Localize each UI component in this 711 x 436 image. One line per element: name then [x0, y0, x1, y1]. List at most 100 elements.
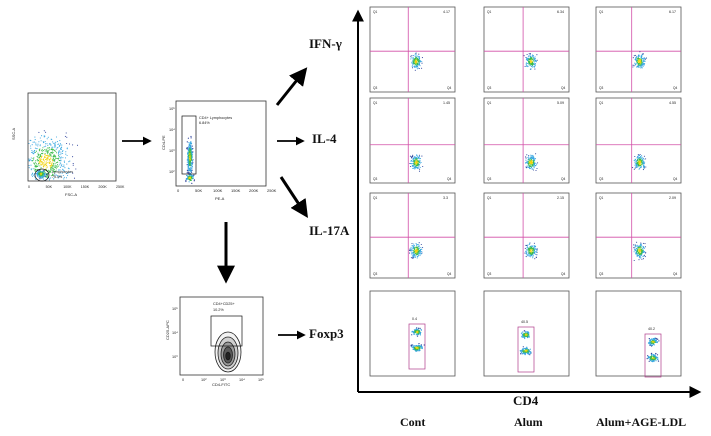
event-dot	[47, 154, 50, 156]
foxp3-panel: 40.5	[483, 290, 570, 377]
axis-label-cd4: CD4	[513, 393, 539, 408]
event-dot	[643, 155, 645, 157]
event-dot	[63, 164, 65, 166]
event-dot	[632, 57, 634, 59]
event-dot	[413, 246, 415, 248]
plot1-gate-label: Lymphocytes	[52, 170, 73, 174]
event-dot	[52, 169, 54, 171]
event-dot	[524, 337, 526, 340]
event-dot	[418, 350, 420, 352]
cytokine-label-il-17a: IL-17A	[309, 223, 350, 238]
event-dot	[644, 246, 646, 248]
event-dot	[421, 60, 423, 62]
event-dot	[43, 130, 45, 132]
event-dot	[416, 331, 418, 333]
event-dot	[191, 166, 193, 168]
event-dot	[526, 331, 528, 333]
event-dot	[634, 164, 636, 166]
plot2-gate-label: CD4+ Lymphocytes	[199, 116, 232, 120]
event-dot	[36, 166, 38, 168]
event-dot	[418, 164, 420, 166]
event-dot	[656, 358, 658, 360]
quadrant-corner-label: Q4	[447, 272, 451, 276]
event-dot	[535, 256, 538, 258]
event-dot	[55, 148, 57, 150]
event-dot	[411, 61, 413, 63]
quadrant-panel: 5.09 Q1 Q3 Q4	[483, 97, 570, 184]
event-dot	[640, 257, 642, 259]
event-dot	[63, 176, 65, 178]
event-dot	[413, 331, 415, 333]
event-dot	[414, 55, 416, 57]
event-dot	[408, 249, 411, 252]
event-dot	[644, 243, 646, 245]
event-dot	[32, 157, 34, 159]
event-dot	[526, 246, 528, 249]
event-dot	[51, 151, 53, 153]
event-dot	[51, 162, 53, 164]
event-dot	[47, 159, 49, 161]
event-dot	[522, 331, 524, 333]
event-dot	[55, 162, 58, 164]
event-dot	[417, 349, 419, 352]
event-dot	[39, 144, 41, 146]
event-dot	[31, 173, 33, 175]
event-dot	[39, 163, 41, 165]
event-dot	[186, 161, 188, 163]
event-dot	[529, 247, 531, 249]
event-dot	[417, 247, 419, 249]
event-dot	[45, 165, 47, 167]
event-dot	[42, 147, 44, 149]
event-dot	[525, 330, 527, 333]
event-dot	[38, 162, 40, 164]
plot2-y-axis-label: CD4-PE	[161, 135, 166, 150]
event-dot	[526, 160, 528, 162]
event-dot	[36, 172, 39, 174]
event-dot	[50, 157, 52, 159]
event-dot	[43, 135, 45, 137]
event-dot	[639, 157, 641, 159]
event-dot	[528, 247, 530, 249]
event-dot	[43, 158, 45, 160]
event-dot	[416, 64, 418, 66]
event-dot	[655, 357, 657, 359]
event-dot	[36, 159, 38, 161]
event-dot	[55, 165, 57, 167]
event-dot	[58, 151, 60, 153]
event-dot	[187, 165, 190, 167]
event-dot	[529, 245, 531, 248]
event-dot	[411, 242, 413, 245]
event-dot	[34, 168, 37, 170]
event-dot	[413, 66, 415, 68]
event-dot	[643, 251, 645, 253]
event-dot	[533, 247, 535, 249]
event-dot	[69, 160, 71, 162]
event-dot	[50, 169, 52, 171]
event-dot	[66, 172, 68, 174]
event-dot	[191, 156, 194, 158]
event-dot	[530, 157, 532, 159]
event-dot	[647, 355, 649, 357]
quadrant-value: 5.09	[557, 101, 564, 105]
event-dot	[522, 348, 524, 350]
event-dot	[644, 58, 646, 60]
event-dot	[62, 169, 64, 172]
event-dot	[645, 158, 647, 160]
event-dot	[528, 165, 530, 167]
event-dot	[50, 158, 52, 160]
event-dot	[28, 142, 30, 145]
event-dot	[534, 258, 536, 260]
event-dot	[43, 173, 45, 175]
event-dot	[638, 168, 640, 170]
plot2-y-tick: 10⁴	[169, 128, 175, 132]
event-dot	[419, 160, 421, 162]
event-dot	[641, 251, 643, 253]
event-dot	[416, 329, 418, 331]
arrow-to-il17	[279, 176, 308, 219]
quadrant-corner-label: Q3	[487, 272, 491, 276]
event-dot	[411, 67, 414, 69]
event-dot	[640, 243, 642, 245]
event-dot	[30, 169, 32, 171]
event-dot	[650, 360, 653, 362]
foxp3-panel: 0.4	[369, 290, 456, 377]
